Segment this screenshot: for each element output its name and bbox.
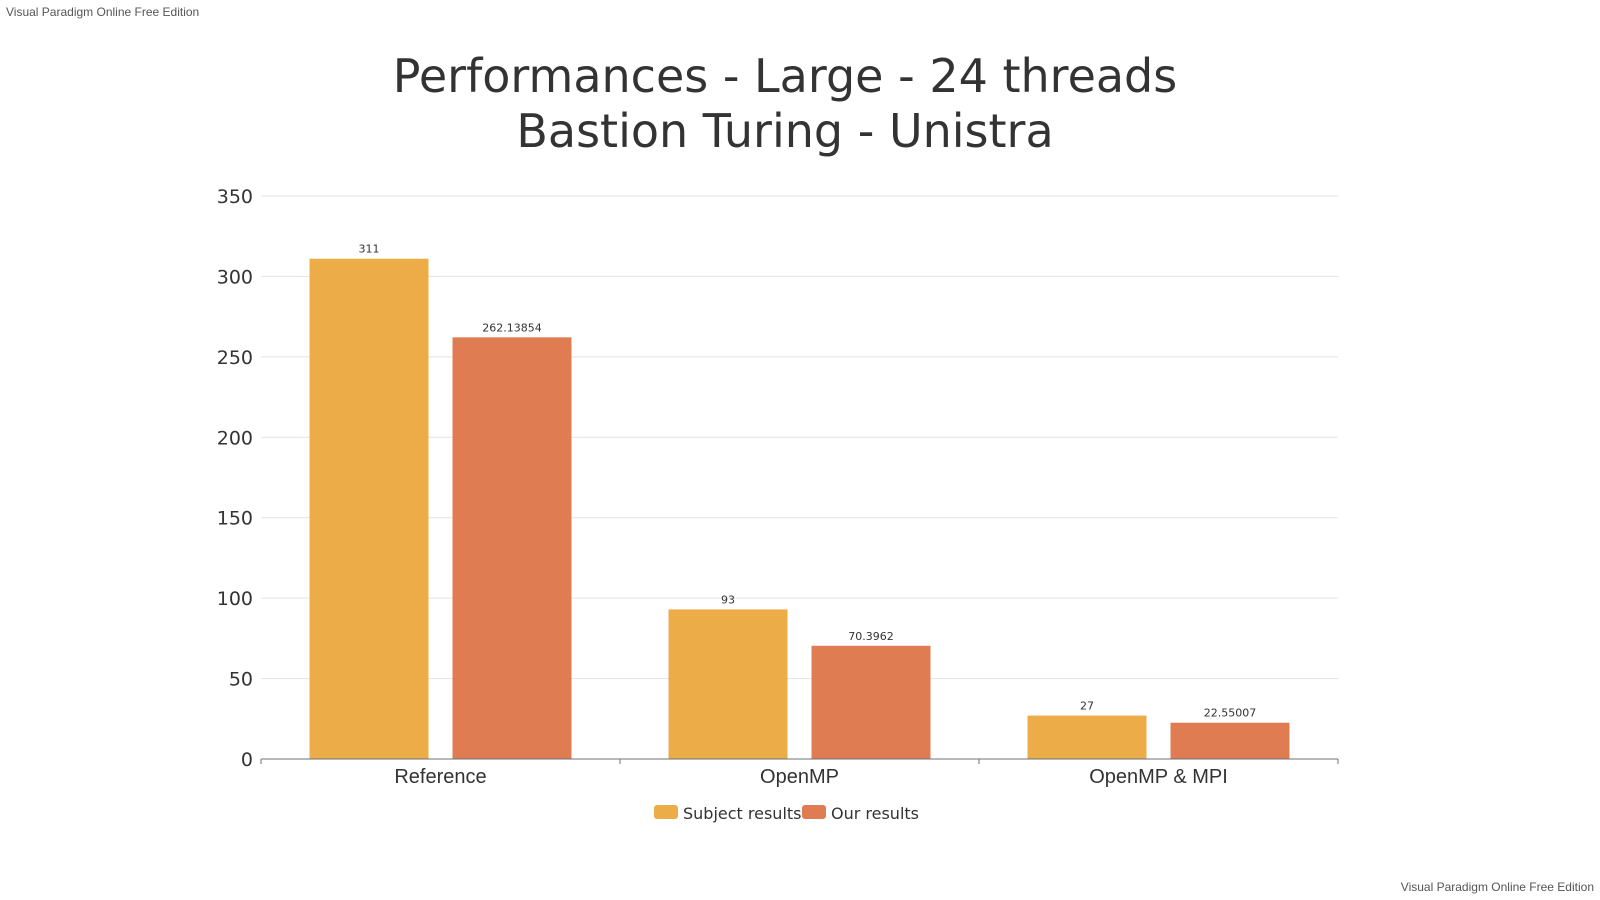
bar-subject-2 (668, 609, 788, 759)
legend-label: Subject results (683, 804, 802, 823)
x-category-label: Reference (394, 766, 486, 788)
chart-title-line-1: Performances - Large - 24 threads (393, 49, 1177, 103)
data-label: 27 (1080, 700, 1094, 713)
legend-item-1[interactable]: Subject results (654, 804, 802, 823)
data-label: 262.13854 (482, 321, 542, 334)
watermark-top: Visual Paradigm Online Free Edition (6, 5, 200, 19)
watermark-bottom: Visual Paradigm Online Free Edition (1400, 880, 1594, 894)
x-category-label: OpenMP (760, 766, 839, 788)
bar-our-1 (452, 337, 572, 759)
data-label: 70.3962 (848, 630, 894, 643)
y-tick-label: 0 (241, 749, 253, 771)
bar-our-2 (811, 645, 931, 759)
data-labels: 311 262.13854 93 70.3962 27 22.55007 (359, 243, 1257, 720)
data-label: 93 (721, 593, 735, 606)
bar-subject-1 (309, 258, 429, 759)
legend-swatch (654, 805, 678, 819)
y-tick-label: 350 (217, 186, 253, 208)
bar-our-3 (1170, 722, 1290, 759)
gridlines (261, 195, 1338, 680)
data-label: 311 (359, 243, 380, 256)
bars (309, 258, 1290, 759)
data-label: 22.55007 (1204, 707, 1257, 720)
bar-subject-3 (1027, 715, 1147, 759)
y-tick-label: 250 (217, 347, 253, 369)
y-tick-label: 200 (217, 427, 253, 449)
x-axis: Reference OpenMP OpenMP & MPI (260, 758, 1339, 788)
legend: Subject results Our results (654, 804, 919, 823)
y-tick-label: 150 (217, 508, 253, 530)
y-tick-label: 100 (217, 588, 253, 610)
y-axis-ticks: 0 50 100 150 200 250 300 350 (217, 186, 253, 771)
chart-title-line-2: Bastion Turing - Unistra (516, 104, 1053, 158)
legend-swatch (802, 805, 826, 819)
y-tick-label: 50 (229, 669, 253, 691)
legend-item-2[interactable]: Our results (802, 804, 919, 823)
legend-label: Our results (831, 804, 919, 823)
chart-title: Performances - Large - 24 threadsBastion… (393, 49, 1177, 158)
x-category-label: OpenMP & MPI (1089, 766, 1228, 788)
y-tick-label: 300 (217, 266, 253, 288)
